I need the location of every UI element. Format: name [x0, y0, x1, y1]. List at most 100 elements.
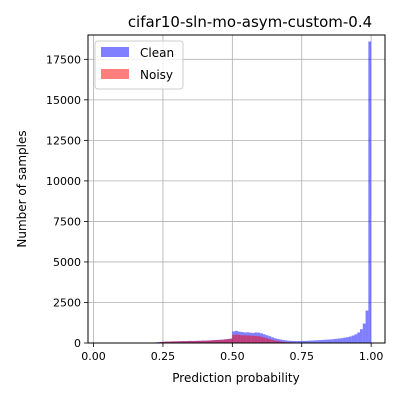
clean-bar	[329, 339, 333, 343]
noisy-bar	[165, 341, 169, 343]
clean-bar	[279, 339, 283, 343]
y-tick-label: 2500	[53, 296, 81, 309]
clean-bar	[290, 340, 294, 343]
noisy-bar	[262, 337, 266, 343]
noisy-bar	[237, 334, 241, 343]
clean-bar	[285, 340, 288, 343]
noisy-bar	[226, 339, 230, 343]
y-axis-ticks: 0 2500 5000 7500 10000 12500 15000 17500	[46, 53, 88, 350]
y-tick-label: 12500	[46, 134, 81, 147]
x-tick-label: 1.00	[359, 350, 384, 363]
noisy-bar	[279, 341, 283, 343]
clean-bar	[304, 340, 308, 343]
x-tick-label: 0.00	[81, 350, 106, 363]
noisy-bar	[260, 336, 263, 343]
noisy-bar	[246, 335, 249, 343]
plot-frame	[87, 34, 386, 344]
noisy-bar	[212, 340, 216, 343]
noisy-bar	[218, 339, 222, 343]
clean-bar	[315, 340, 319, 343]
chart-title: cifar10-sln-mo-asym-custom-0.4	[128, 13, 372, 31]
noisy-bar	[215, 340, 219, 343]
y-tick-label: 7500	[53, 215, 81, 228]
clean-bar	[337, 338, 341, 343]
noisy-bar	[276, 341, 280, 343]
x-tick-label: 0.50	[220, 350, 245, 363]
clean-bar	[326, 339, 330, 343]
noisy-bar	[271, 339, 274, 343]
noisy-bar	[282, 341, 286, 343]
noisy-bar	[199, 340, 202, 343]
clean-bar	[343, 337, 347, 343]
noisy-bar	[182, 341, 186, 343]
clean-bar	[360, 329, 363, 343]
clean-bar	[310, 340, 313, 343]
clean-bar	[332, 339, 336, 343]
x-axis-ticks: 0.00 0.25 0.50 0.75 1.00	[81, 343, 383, 363]
noisy-series	[160, 334, 311, 343]
clean-bar	[321, 339, 324, 343]
noisy-bar	[207, 340, 211, 343]
noisy-bar	[268, 339, 272, 343]
noisy-bar	[251, 335, 255, 343]
clean-series	[154, 41, 372, 343]
noisy-bar	[224, 339, 227, 343]
noisy-bar	[179, 341, 183, 343]
clean-bar	[298, 341, 302, 343]
noisy-bar	[201, 340, 205, 343]
clean-bar	[346, 337, 349, 343]
clean-bar	[312, 340, 316, 343]
noisy-bar	[235, 334, 238, 343]
noisy-bar	[240, 335, 244, 343]
clean-bar	[351, 335, 355, 343]
x-tick-label: 0.25	[151, 350, 176, 363]
clean-bar	[354, 334, 358, 343]
y-tick-label: 17500	[46, 53, 81, 66]
y-tick-label: 10000	[46, 175, 81, 188]
noisy-bar	[196, 340, 200, 343]
clean-bar	[282, 340, 286, 343]
y-axis-label: Number of samples	[15, 130, 29, 247]
clean-bar	[368, 41, 372, 343]
noisy-bar	[174, 341, 177, 343]
noisy-bar	[210, 340, 213, 343]
noisy-bar	[265, 338, 269, 343]
noisy-bar	[257, 336, 261, 343]
noisy-bar	[193, 341, 197, 343]
clean-bar	[307, 340, 311, 343]
noisy-bar	[162, 341, 166, 343]
noisy-bar	[204, 340, 208, 343]
legend-swatch-clean	[101, 47, 129, 57]
clean-bar	[293, 341, 297, 343]
noisy-bar	[185, 341, 188, 343]
y-tick-label: 5000	[53, 256, 81, 269]
legend-label-clean: Clean	[140, 46, 174, 60]
clean-bar	[323, 339, 327, 343]
noisy-bar	[168, 341, 172, 343]
legend-label-noisy: Noisy	[140, 68, 173, 82]
clean-bar	[296, 341, 299, 343]
noisy-bar	[190, 341, 194, 343]
noisy-bar	[187, 341, 191, 343]
x-axis-label: Prediction probability	[172, 371, 299, 385]
noisy-bar	[273, 340, 277, 343]
clean-bar	[365, 310, 369, 343]
noisy-bar	[243, 335, 247, 343]
noisy-bar	[248, 335, 252, 343]
clean-bar	[318, 340, 322, 343]
noisy-bar	[176, 341, 180, 343]
y-tick-label: 15000	[46, 94, 81, 107]
clean-bar	[362, 323, 366, 343]
clean-bar	[340, 338, 344, 343]
legend: Clean Noisy	[94, 40, 184, 90]
noisy-bar	[232, 334, 236, 343]
legend-swatch-noisy	[101, 69, 129, 79]
clean-bar	[357, 332, 361, 343]
clean-bar	[276, 338, 280, 343]
noisy-bar	[254, 336, 258, 343]
clean-bar	[348, 336, 352, 343]
clean-bar	[287, 340, 291, 343]
noisy-bar	[229, 338, 233, 343]
noisy-bar	[171, 341, 175, 343]
